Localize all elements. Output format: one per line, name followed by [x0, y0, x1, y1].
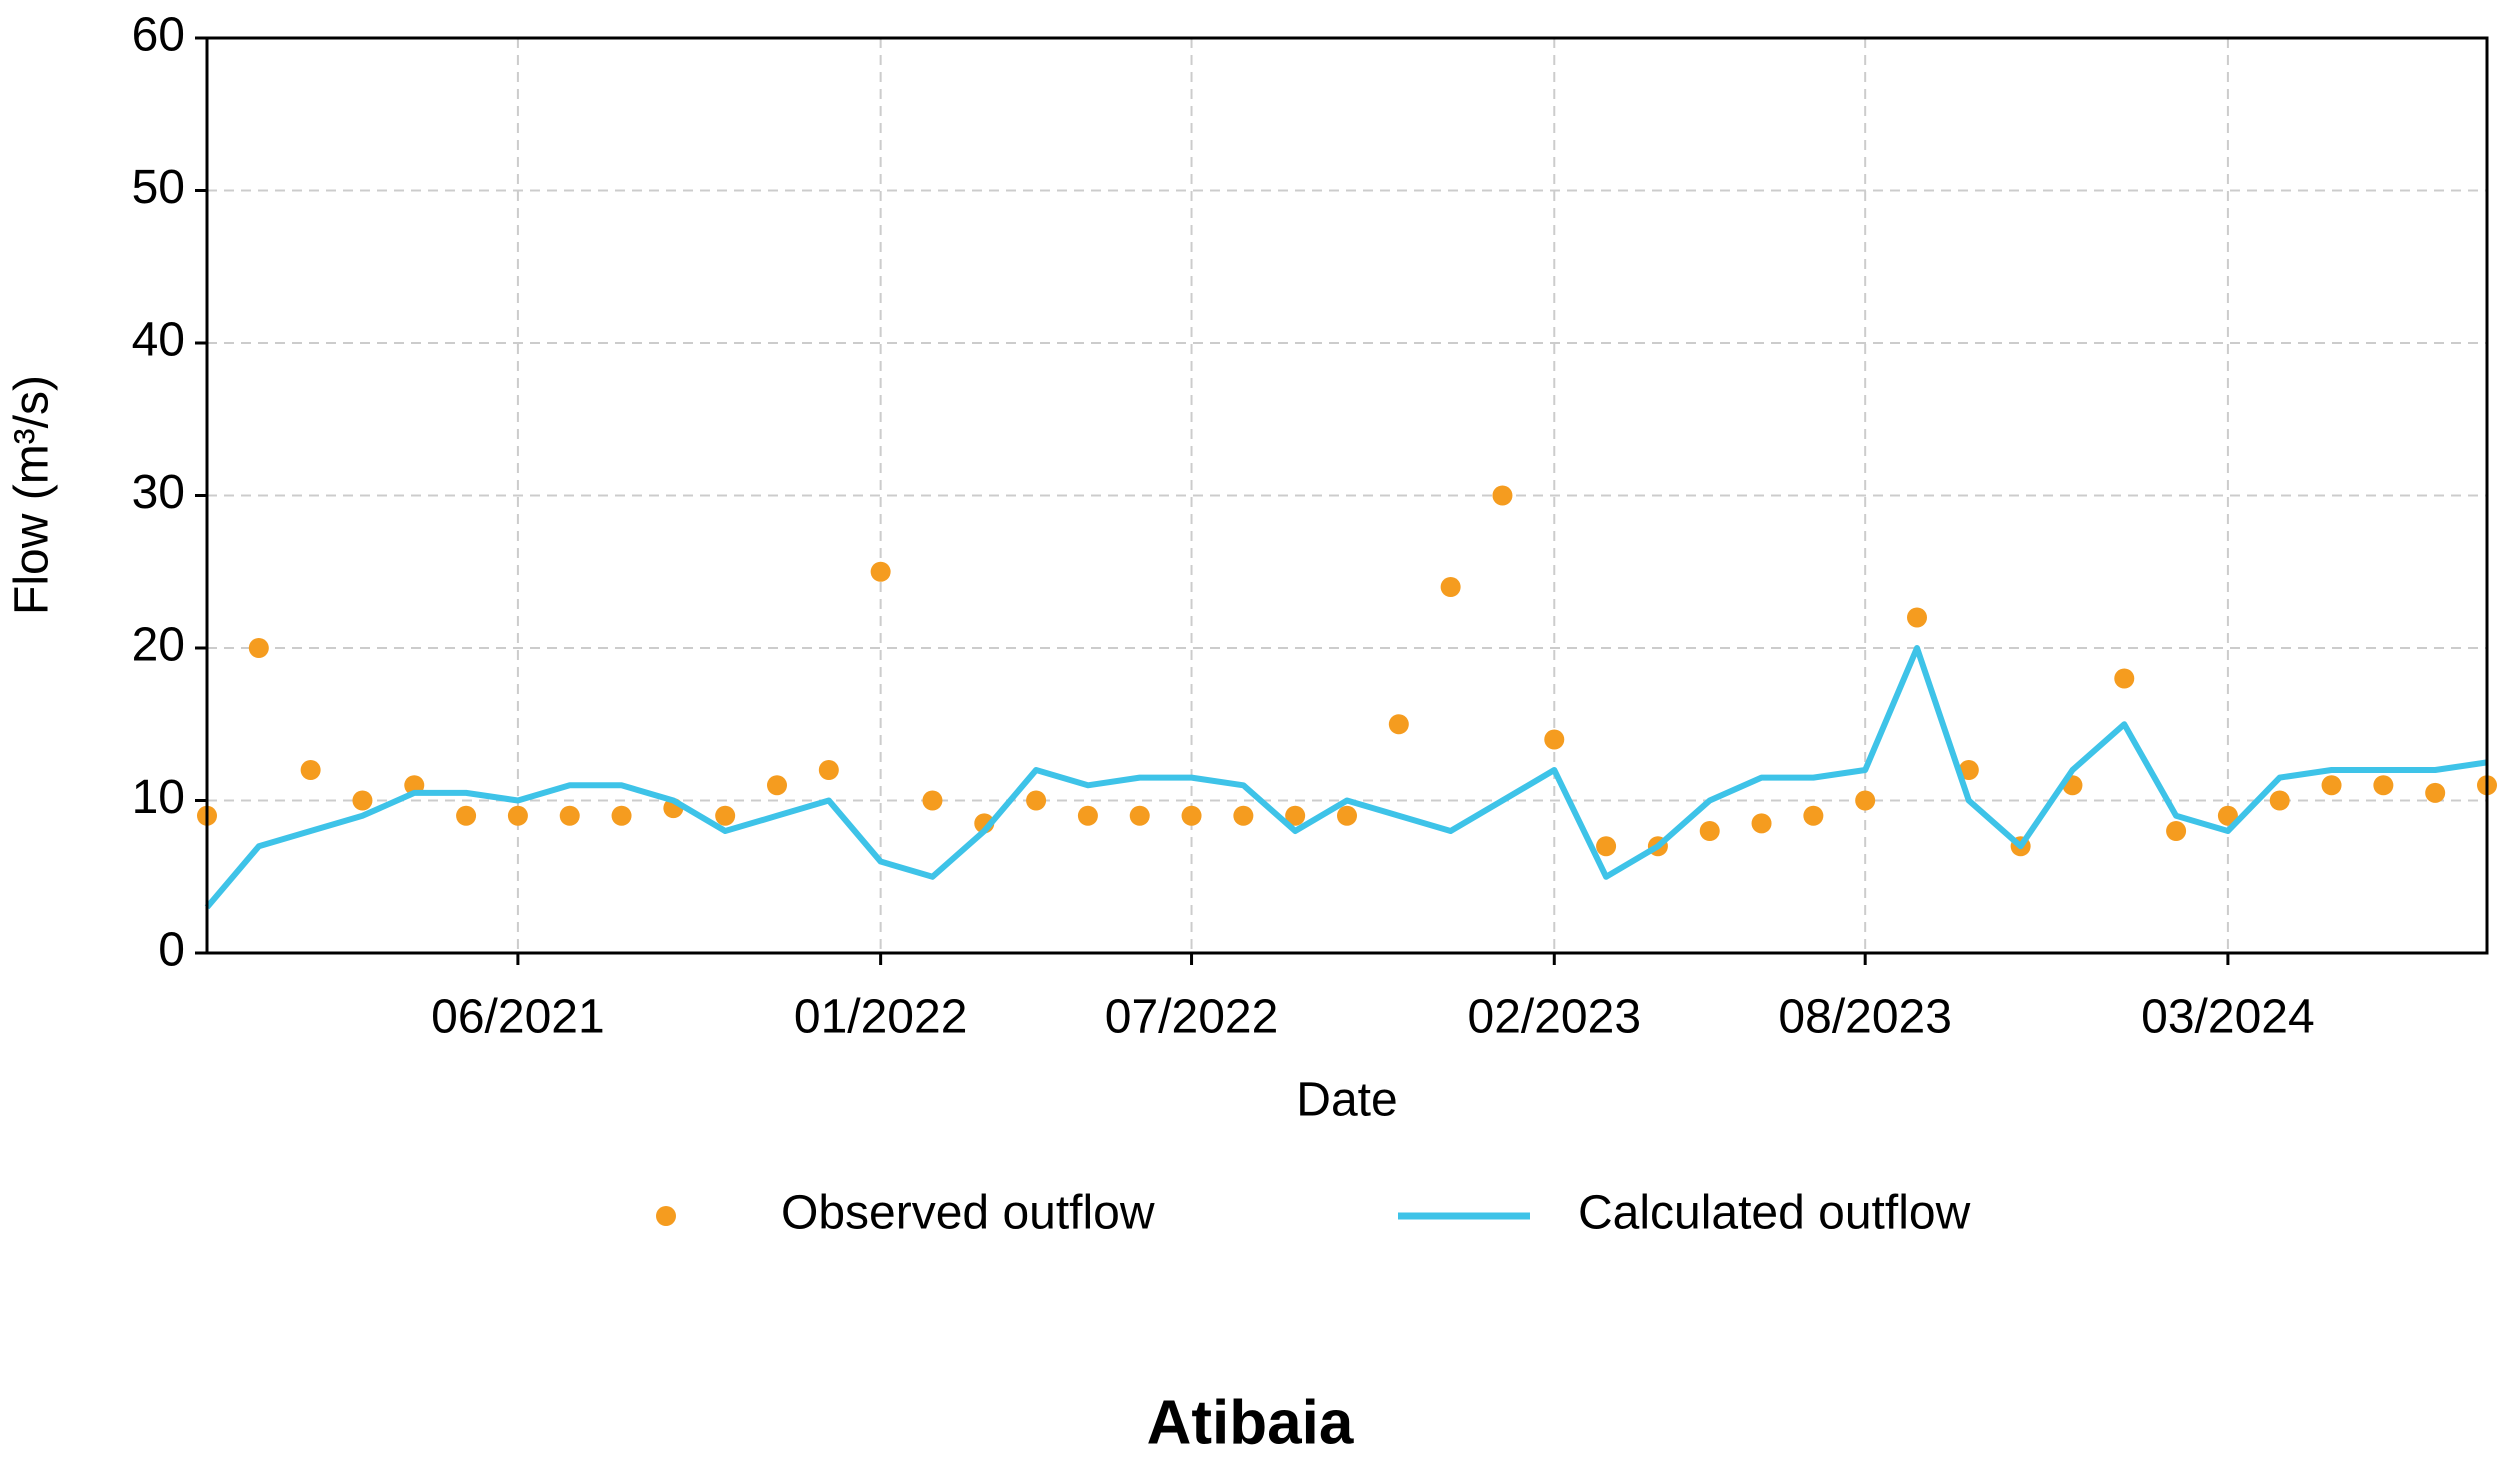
- x-tick-label: 02/2023: [1468, 991, 1642, 1044]
- x-tick-label: 07/2022: [1105, 991, 1279, 1044]
- data-point: [767, 775, 787, 796]
- y-tick-label: 40: [132, 314, 185, 367]
- x-tick-label: 01/2022: [794, 991, 968, 1044]
- y-tick-label: 60: [132, 9, 185, 62]
- y-tick-label: 0: [158, 924, 185, 977]
- legend-marker: [656, 1206, 676, 1226]
- data-point: [1233, 805, 1254, 826]
- data-point: [1803, 805, 1824, 826]
- x-tick-label: 06/2021: [431, 991, 605, 1044]
- data-point: [818, 760, 839, 780]
- data-point: [1492, 485, 1513, 506]
- data-point: [1129, 805, 1150, 826]
- data-point: [2114, 668, 2135, 689]
- data-point: [559, 805, 580, 826]
- data-point: [1181, 805, 1202, 826]
- data-point: [870, 561, 891, 582]
- data-point: [715, 805, 736, 826]
- data-point: [1388, 714, 1409, 735]
- data-point: [2269, 790, 2290, 811]
- data-point: [1026, 790, 1047, 811]
- data-point: [1440, 577, 1461, 597]
- data-point: [1751, 813, 1772, 834]
- data-point: [1855, 790, 1876, 811]
- data-point: [1699, 821, 1720, 841]
- x-tick-label: 03/2024: [2141, 991, 2315, 1044]
- data-point: [611, 805, 632, 826]
- y-tick-label: 20: [132, 619, 185, 672]
- data-point: [2425, 782, 2446, 803]
- y-axis-label: Flow (m³/s): [6, 375, 59, 615]
- data-point: [300, 760, 321, 780]
- chart-title: Atibaia: [1147, 1388, 1354, 1457]
- x-tick-label: 08/2023: [1778, 991, 1952, 1044]
- data-point: [1544, 729, 1565, 750]
- data-point: [1958, 760, 1979, 780]
- data-point: [352, 790, 373, 811]
- data-point: [507, 805, 528, 826]
- data-point: [1285, 805, 1306, 826]
- y-tick-label: 10: [132, 771, 185, 824]
- data-point: [1596, 836, 1617, 857]
- data-point: [2373, 775, 2394, 796]
- y-tick-label: 30: [132, 466, 185, 519]
- data-point: [2321, 775, 2342, 796]
- x-axis-label: Date: [1296, 1074, 1397, 1127]
- y-tick-label: 50: [132, 161, 185, 214]
- data-point: [456, 805, 477, 826]
- data-point: [1907, 607, 1927, 628]
- data-point: [1077, 805, 1098, 826]
- plot-frame: [205, 36, 2489, 955]
- data-point: [1337, 805, 1357, 826]
- data-point: [2166, 821, 2187, 841]
- data-point: [248, 638, 269, 658]
- data-line: [204, 645, 2488, 910]
- data-point: [922, 790, 943, 811]
- legend-label: Observed outflow: [781, 1187, 1155, 1240]
- data-point: [2217, 805, 2238, 826]
- legend-label: Calculated outflow: [1578, 1187, 1971, 1240]
